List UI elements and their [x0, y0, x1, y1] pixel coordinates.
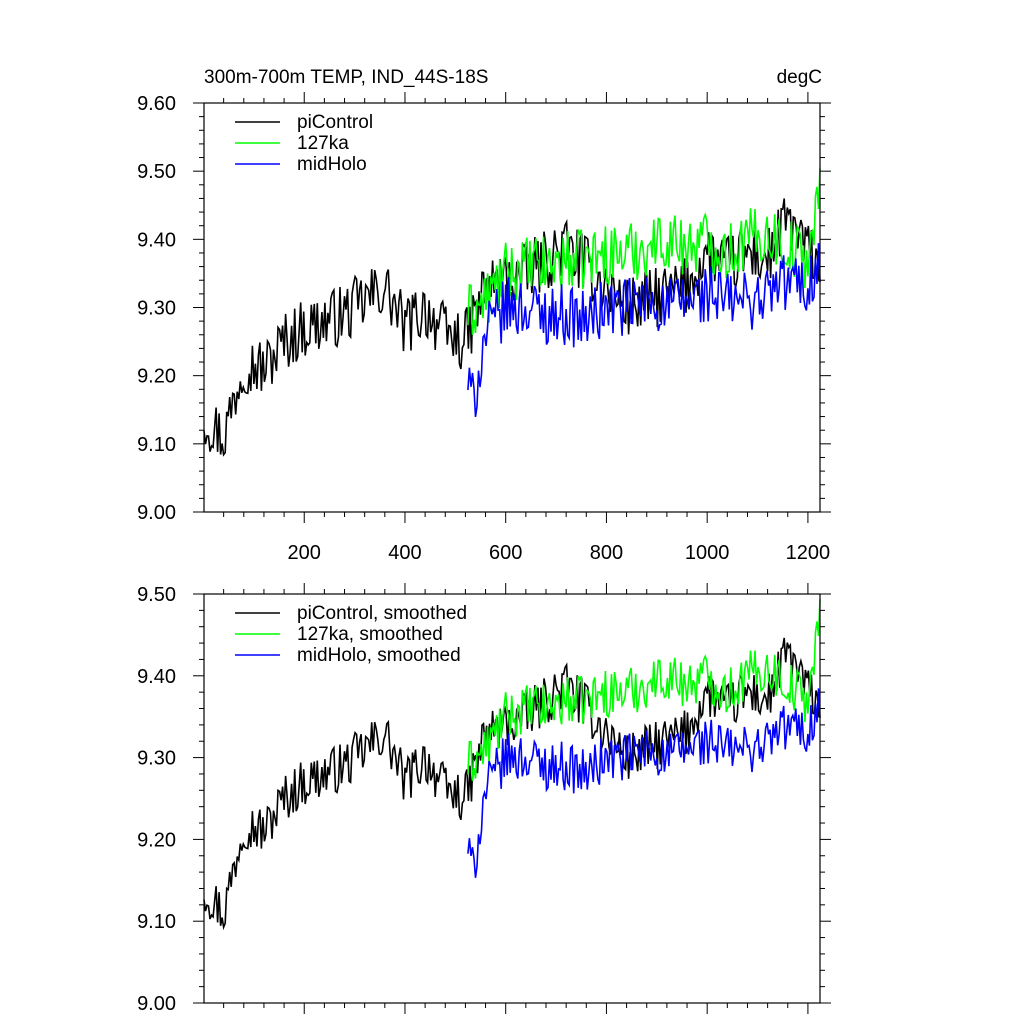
- top-panel-title: 300m-700m TEMP, IND_44S-18S: [204, 67, 488, 88]
- plot-frame: [203, 593, 821, 1004]
- y-tick-label: 9.50: [137, 584, 176, 606]
- x-tick-label: 1200: [786, 542, 831, 564]
- y-tick-label: 9.20: [137, 829, 176, 851]
- bottom-panel: 9.00 9.10 9.20 9.30 9.40 9.50 piControl, smoot…: [137, 583, 831, 1015]
- y-tick-label: 9.30: [137, 298, 176, 320]
- series-line-bottom-1: [467, 599, 821, 781]
- top-panel: 9.00 9.10 9.20 9.30 9.40 9.50 9.60 200 400 600 800…: [137, 92, 831, 564]
- legend-label: piControl, smoothed: [297, 603, 467, 624]
- top-panel-units: degC: [777, 67, 822, 88]
- legend-label: 127ka: [297, 133, 349, 154]
- y-tick-label: 9.30: [137, 748, 176, 770]
- series-line-top-0: [203, 198, 820, 457]
- legend-label: midHolo, smoothed: [297, 645, 461, 666]
- series-line-bottom-2: [467, 688, 821, 878]
- x-tick-label: 600: [489, 542, 522, 564]
- y-tick-label: 9.20: [137, 366, 176, 388]
- legend-label: piControl: [297, 112, 373, 133]
- y-tick-label: 9.10: [137, 434, 176, 456]
- y-tick-label: 9.10: [137, 911, 176, 933]
- series-line-bottom-0: [203, 637, 820, 931]
- y-tick-label: 9.50: [137, 161, 176, 183]
- x-tick-label: 800: [590, 542, 623, 564]
- series-line-top-2: [467, 243, 821, 418]
- x-tick-label: 400: [388, 542, 421, 564]
- legend-label: 127ka, smoothed: [297, 624, 443, 645]
- y-tick-label: 9.60: [137, 93, 176, 115]
- legend-label: midHolo: [297, 154, 367, 175]
- y-tick-label: 9.00: [137, 502, 176, 524]
- x-tick-label: 1000: [685, 542, 730, 564]
- series-line-top-1: [467, 167, 821, 335]
- y-tick-label: 9.00: [137, 993, 176, 1015]
- y-tick-label: 9.40: [137, 666, 176, 688]
- y-tick-label: 9.40: [137, 229, 176, 251]
- x-tick-label: 200: [288, 542, 321, 564]
